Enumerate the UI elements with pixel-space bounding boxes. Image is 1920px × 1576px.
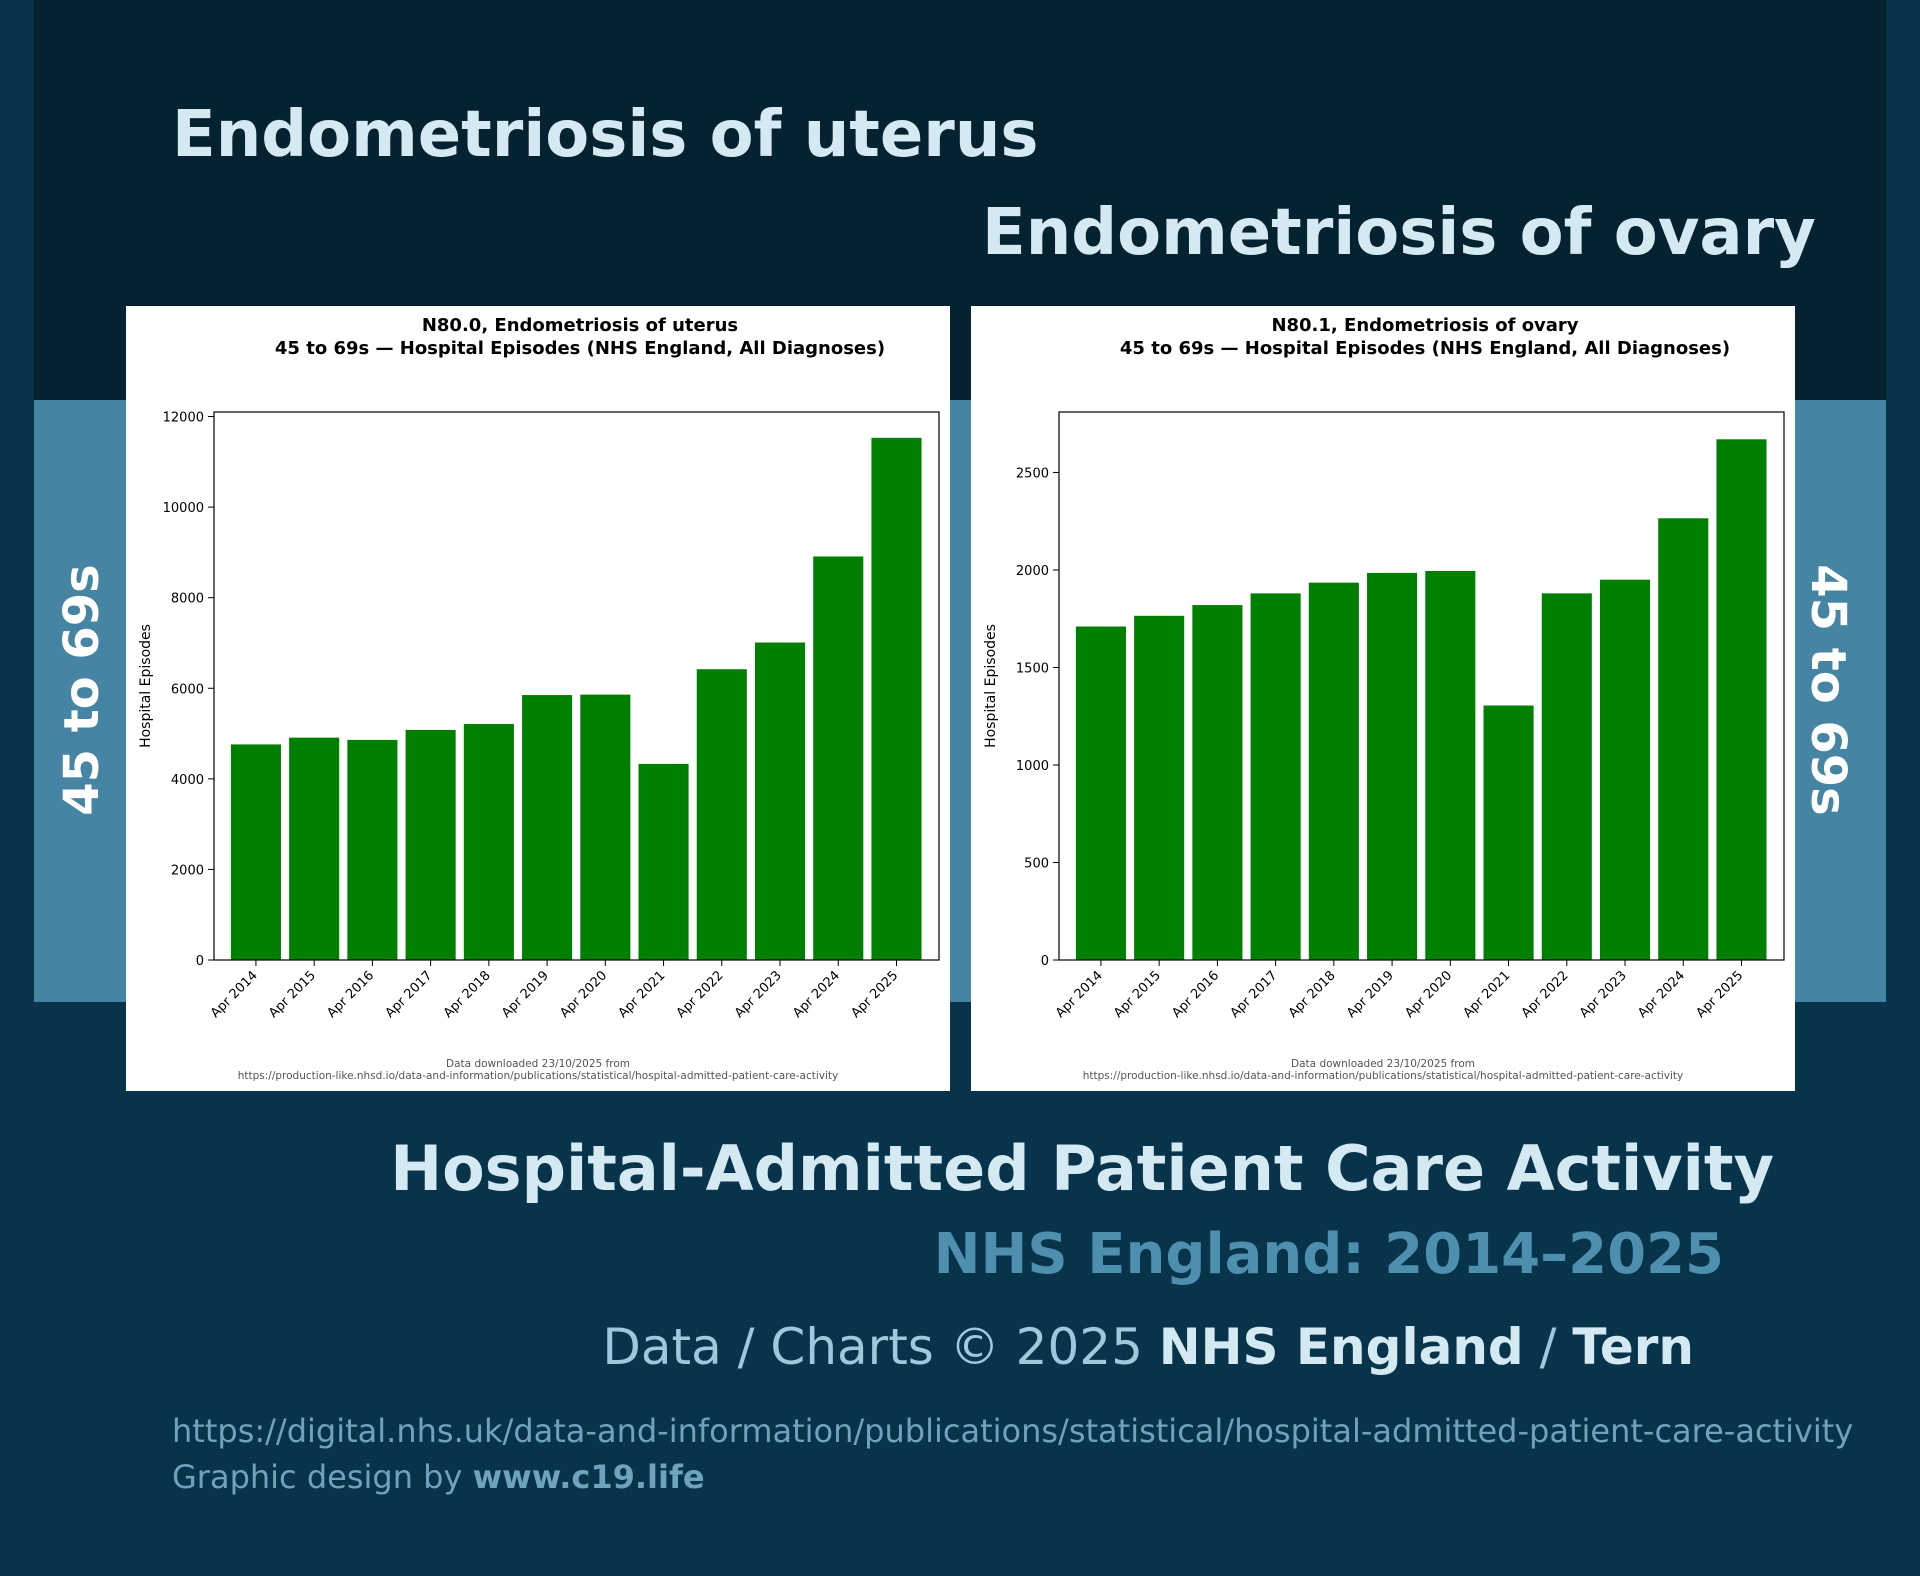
design-prefix: Graphic design by <box>172 1458 473 1496</box>
chart-panel-ovary: N80.1, Endometriosis of ovary 45 to 69s —… <box>971 306 1795 1091</box>
bar-apr-2023 <box>1599 579 1651 960</box>
y-axis-label: Hospital Episodes <box>983 624 999 748</box>
bar-apr-2016 <box>347 739 398 960</box>
heading-ovary: Endometriosis of ovary <box>982 196 1816 270</box>
x-tick-label: Apr 2022 <box>1519 968 1572 1021</box>
y-tick-label: 1000 <box>1016 759 1049 774</box>
bar-apr-2024 <box>813 556 864 960</box>
bar-apr-2016 <box>1192 605 1243 960</box>
source-note-line1: Data downloaded 23/10/2025 from <box>446 1058 630 1070</box>
y-tick-label: 0 <box>1041 954 1049 969</box>
plot-frame <box>1058 411 1785 961</box>
x-tick-label: Apr 2015 <box>1111 968 1164 1021</box>
credit-separator: / <box>1523 1318 1573 1376</box>
x-tick-label: Apr 2025 <box>848 968 901 1021</box>
y-tick-label: 4000 <box>171 773 204 788</box>
bar-apr-2021 <box>1483 705 1534 960</box>
x-tick-label: Apr 2017 <box>383 968 436 1021</box>
chart-title-line2: 45 to 69s — Hospital Episodes (NHS Engla… <box>275 338 885 359</box>
x-tick-label: Apr 2021 <box>616 968 669 1021</box>
footer-credit: Data / Charts © 2025 NHS England / Tern <box>602 1318 1694 1376</box>
bar-apr-2017 <box>405 729 456 960</box>
x-tick-label: Apr 2017 <box>1228 968 1281 1021</box>
bar-apr-2025 <box>871 437 922 960</box>
credit-org: NHS England <box>1158 1318 1524 1376</box>
bar-apr-2021 <box>638 763 689 960</box>
y-tick-label: 8000 <box>171 592 204 607</box>
x-tick-label: Apr 2024 <box>1635 968 1688 1021</box>
x-tick-label: Apr 2020 <box>1402 968 1455 1021</box>
x-tick-label: Apr 2019 <box>1344 968 1397 1021</box>
source-url[interactable]: https://digital.nhs.uk/data-and-informat… <box>172 1412 1854 1450</box>
x-tick-label: Apr 2023 <box>732 968 785 1021</box>
y-tick-label: 500 <box>1024 856 1049 871</box>
x-tick-label: Apr 2014 <box>1053 968 1106 1021</box>
y-tick-label: 0 <box>196 954 204 969</box>
bar-apr-2014 <box>230 744 281 960</box>
bar-apr-2017 <box>1250 593 1301 960</box>
y-tick-label: 10000 <box>163 501 204 516</box>
y-axis-label: Hospital Episodes <box>138 624 154 748</box>
x-tick-label: Apr 2020 <box>557 968 610 1021</box>
y-tick-label: 2000 <box>1016 564 1049 579</box>
bar-apr-2024 <box>1658 518 1709 960</box>
age-label-right: 45 to 69s <box>1800 564 1856 816</box>
source-note-line1: Data downloaded 23/10/2025 from <box>1291 1058 1475 1070</box>
bar-apr-2022 <box>696 669 747 960</box>
bar-apr-2018 <box>463 724 514 960</box>
footer-subtitle: NHS England: 2014–2025 <box>933 1222 1724 1287</box>
bar-apr-2015 <box>1134 615 1185 960</box>
bar-apr-2025 <box>1716 439 1767 960</box>
x-tick-label: Apr 2023 <box>1577 968 1630 1021</box>
source-note-line2: https://production-like.nhsd.io/data-and… <box>238 1070 838 1082</box>
y-tick-label: 2000 <box>171 863 204 878</box>
y-tick-label: 2500 <box>1016 466 1049 481</box>
bar-apr-2014 <box>1075 626 1126 960</box>
x-tick-label: Apr 2022 <box>674 968 727 1021</box>
x-tick-label: Apr 2016 <box>1169 968 1222 1021</box>
chart-title-line2: 45 to 69s — Hospital Episodes (NHS Engla… <box>1120 338 1730 359</box>
x-tick-label: Apr 2018 <box>441 968 494 1021</box>
source-note-line2: https://production-like.nhsd.io/data-and… <box>1083 1070 1683 1082</box>
bar-apr-2015 <box>289 737 340 960</box>
heading-uterus: Endometriosis of uterus <box>172 98 1039 172</box>
age-label-left: 45 to 69s <box>54 564 110 816</box>
chart-panel-uterus: N80.0, Endometriosis of uterus 45 to 69s … <box>126 306 950 1091</box>
y-tick-label: 12000 <box>163 411 204 426</box>
design-credit: Graphic design by www.c19.life <box>172 1458 705 1496</box>
x-tick-label: Apr 2015 <box>266 968 319 1021</box>
x-tick-label: Apr 2025 <box>1693 968 1746 1021</box>
bar-apr-2018 <box>1308 582 1359 960</box>
plot-frame <box>213 411 940 961</box>
chart-title-line1: N80.1, Endometriosis of ovary <box>1271 315 1578 336</box>
bar-apr-2020 <box>1425 570 1476 960</box>
chart-title-line1: N80.0, Endometriosis of uterus <box>422 315 738 336</box>
bar-apr-2022 <box>1541 593 1592 960</box>
y-tick-label: 6000 <box>171 682 204 697</box>
x-tick-label: Apr 2016 <box>324 968 377 1021</box>
x-tick-label: Apr 2024 <box>790 968 843 1021</box>
design-site-link[interactable]: www.c19.life <box>472 1458 705 1496</box>
x-tick-label: Apr 2021 <box>1461 968 1514 1021</box>
credit-author: Tern <box>1572 1318 1694 1376</box>
bar-apr-2020 <box>580 694 631 960</box>
credit-prefix: Data / Charts © 2025 <box>602 1318 1159 1376</box>
x-tick-label: Apr 2019 <box>499 968 552 1021</box>
x-tick-label: Apr 2014 <box>208 968 261 1021</box>
y-tick-label: 1500 <box>1016 661 1049 676</box>
bar-apr-2019 <box>522 695 573 960</box>
x-tick-label: Apr 2018 <box>1286 968 1339 1021</box>
bar-apr-2023 <box>754 642 806 960</box>
footer-main-title: Hospital-Admitted Patient Care Activity <box>390 1132 1774 1205</box>
bar-apr-2019 <box>1367 572 1418 960</box>
